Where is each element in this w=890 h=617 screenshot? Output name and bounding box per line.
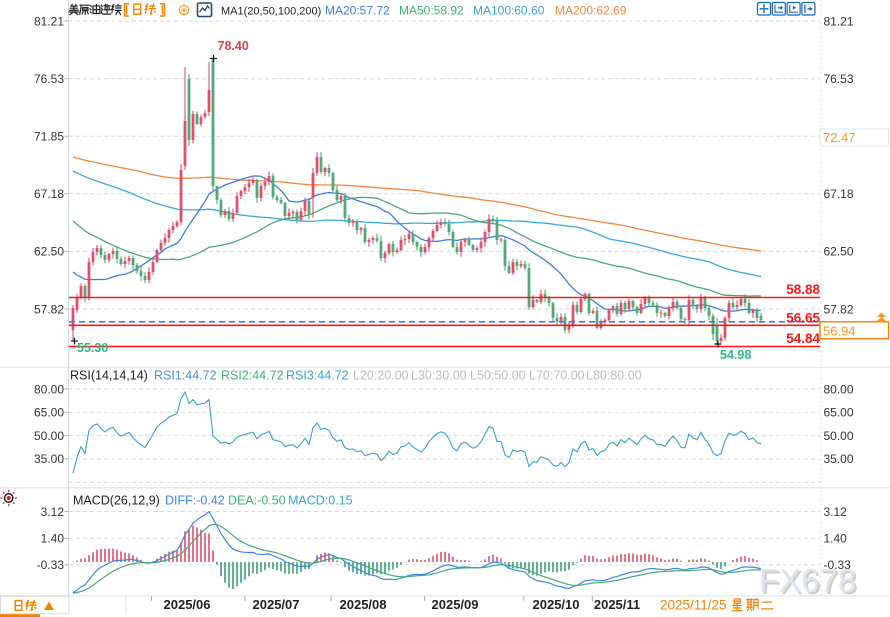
- svg-text:2025/11/25: 2025/11/25: [660, 598, 727, 613]
- svg-text:35.00: 35.00: [824, 452, 854, 466]
- svg-text:56.94: 56.94: [823, 324, 856, 339]
- svg-text:35.00: 35.00: [34, 452, 64, 466]
- svg-text:54.98: 54.98: [720, 348, 751, 362]
- svg-text:MA1(20,50,100,200): MA1(20,50,100,200): [221, 6, 321, 18]
- svg-text:56.65: 56.65: [786, 311, 820, 326]
- svg-text:L70:70.00: L70:70.00: [529, 369, 585, 383]
- svg-text:2025/10: 2025/10: [533, 597, 580, 612]
- svg-text:81.21: 81.21: [824, 14, 854, 28]
- svg-text:50.00: 50.00: [34, 429, 64, 443]
- svg-text:76.53: 76.53: [824, 72, 854, 86]
- svg-text:L30:30.00: L30:30.00: [411, 369, 467, 383]
- svg-text:71.85: 71.85: [34, 130, 64, 144]
- svg-text:RSI(14,14,14): RSI(14,14,14): [70, 369, 148, 383]
- svg-text:67.18: 67.18: [824, 187, 854, 201]
- svg-text:RSI1:44.72: RSI1:44.72: [154, 369, 217, 383]
- svg-text:DEA:-0.50: DEA:-0.50: [228, 494, 286, 508]
- svg-text:62.50: 62.50: [34, 245, 64, 259]
- svg-text:1.40: 1.40: [41, 532, 65, 546]
- svg-text:67.18: 67.18: [34, 187, 64, 201]
- svg-text:MA200:62.69: MA200:62.69: [555, 4, 627, 18]
- svg-text:55.30: 55.30: [77, 341, 108, 355]
- svg-text:57.82: 57.82: [34, 302, 64, 316]
- svg-text:L50:50.00: L50:50.00: [470, 369, 526, 383]
- svg-text:54.84: 54.84: [786, 331, 820, 346]
- svg-text:MACD:0.15: MACD:0.15: [288, 494, 353, 508]
- svg-text:2025/08: 2025/08: [340, 597, 387, 612]
- svg-text:3.12: 3.12: [41, 505, 65, 519]
- svg-text:2025/07: 2025/07: [253, 597, 300, 612]
- svg-text:81.21: 81.21: [34, 14, 64, 28]
- svg-text:50.00: 50.00: [824, 429, 854, 443]
- svg-text:-0.33: -0.33: [824, 558, 852, 572]
- svg-text:65.00: 65.00: [824, 406, 854, 420]
- svg-text:DIFF:-0.42: DIFF:-0.42: [165, 494, 225, 508]
- svg-text:78.40: 78.40: [218, 39, 249, 53]
- svg-text:3.12: 3.12: [824, 505, 848, 519]
- svg-text:80.00: 80.00: [824, 382, 854, 396]
- svg-text:MA20:57.72: MA20:57.72: [325, 4, 390, 18]
- svg-text:57.82: 57.82: [824, 302, 854, 316]
- svg-text:62.50: 62.50: [824, 245, 854, 259]
- svg-text:72.47: 72.47: [823, 130, 856, 145]
- svg-text:MACD(26,12,9): MACD(26,12,9): [73, 494, 160, 508]
- svg-text:L80:80.00: L80:80.00: [586, 369, 642, 383]
- svg-text:FX678: FX678: [759, 562, 856, 599]
- svg-text:76.53: 76.53: [34, 72, 64, 86]
- svg-text:MA50:58.92: MA50:58.92: [399, 4, 464, 18]
- svg-text:2025/11: 2025/11: [594, 597, 640, 612]
- svg-text:-0.33: -0.33: [37, 558, 65, 572]
- svg-text:1.40: 1.40: [824, 532, 848, 546]
- svg-text:RSI2:44.72: RSI2:44.72: [221, 369, 284, 383]
- svg-text:2025/09: 2025/09: [432, 597, 479, 612]
- svg-text:L20:20.00: L20:20.00: [353, 369, 409, 383]
- svg-text:80.00: 80.00: [34, 382, 64, 396]
- svg-text:MA100:60.60: MA100:60.60: [473, 4, 545, 18]
- svg-text:65.00: 65.00: [34, 406, 64, 420]
- svg-text:58.88: 58.88: [786, 282, 820, 297]
- svg-text:RSI3:44.72: RSI3:44.72: [286, 369, 349, 383]
- svg-text:2025/06: 2025/06: [164, 597, 211, 612]
